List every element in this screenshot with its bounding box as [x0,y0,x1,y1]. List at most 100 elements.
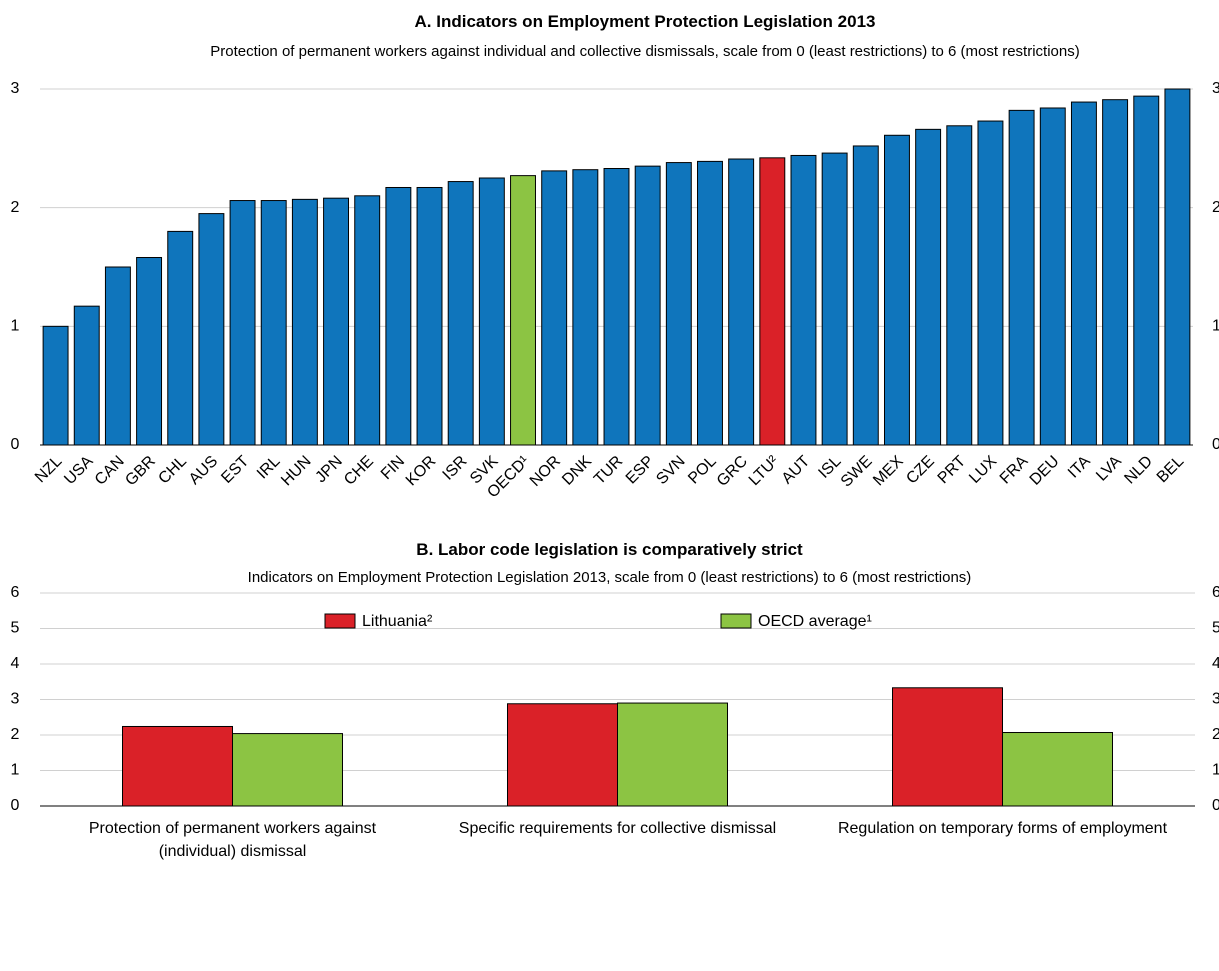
x-tick-label: SWE [838,453,876,491]
x-tick-label: CHE [341,453,377,489]
bar [354,195,381,446]
bar [260,200,287,446]
bar [946,125,973,446]
bar [977,120,1004,446]
y-tick-label: 3 [1212,691,1219,708]
legend-swatch [324,613,356,629]
bar [821,152,848,446]
legend-label: OECD average¹ [758,613,872,630]
x-tick-label: SVN [653,453,688,488]
x-tick-label: ISR [440,453,471,484]
bar [697,160,723,446]
bar [232,733,343,807]
bar [291,198,318,446]
y-tick-label: 0 [1212,797,1219,814]
bar [665,162,692,446]
y-tick-label: 6 [11,584,20,601]
y-tick-label: 1 [11,318,20,335]
y-tick-label: 2 [1212,726,1219,743]
y-tick-label: 4 [1212,655,1219,672]
bar [416,186,443,446]
y-tick-label: 0 [11,797,20,814]
x-tick-label: KOR [403,453,440,490]
y-tick-label: 5 [1212,620,1219,637]
bar [1102,99,1129,446]
bar [229,200,256,446]
x-tick-label: LTU² [746,452,783,489]
bar [122,725,233,807]
bar [1039,107,1066,446]
bar [728,158,755,446]
bar [572,169,599,446]
x-tick-label: FRA [997,453,1032,488]
y-tick-label: 3 [1212,80,1219,97]
bar [1070,101,1097,446]
y-tick-label: 1 [1212,762,1219,779]
bar [42,325,69,446]
bar [915,128,942,446]
bar [883,134,910,446]
y-tick-label: 0 [11,436,20,453]
bar [617,702,728,807]
bar [1133,95,1160,446]
bar [447,181,474,446]
legend-swatch [720,613,752,629]
bar [1002,732,1113,807]
x-tick-label: AUS [186,453,221,488]
chart-title: A. Indicators on Employment Protection L… [414,12,876,31]
y-tick-label: 2 [1212,199,1219,216]
y-tick-label: 4 [11,655,20,672]
x-tick-label: TUR [591,453,626,488]
x-tick-label: LUX [966,453,1000,487]
x-tick-label: Protection of permanent workers against … [88,820,377,860]
bar [634,165,661,446]
x-tick-label: ESP [623,453,658,488]
y-tick-label: 2 [11,726,20,743]
bar [541,170,568,446]
y-tick-label: 0 [1212,436,1219,453]
x-tick-label: PRT [935,453,970,488]
x-tick-label: DEU [1027,453,1063,489]
chart-subtitle: Protection of permanent workers against … [210,43,1080,60]
bar [603,168,630,446]
x-tick-label: ITA [1065,453,1094,482]
x-tick-label: DNK [559,453,595,489]
y-tick-label: 1 [11,762,20,779]
x-tick-label: NOR [527,453,564,490]
bar [1164,88,1191,446]
x-tick-label: MEX [870,453,907,490]
y-tick-label: 1 [1212,318,1219,335]
chart-title: B. Labor code legislation is comparative… [416,540,803,559]
y-tick-label: 3 [11,80,20,97]
x-tick-label: CAN [92,453,128,489]
x-tick-label: Specific requirements for collective dis… [458,820,777,837]
x-tick-label: POL [685,453,720,488]
x-tick-label: NLD [1121,453,1156,488]
legend-label: Lithuania² [362,613,433,630]
bar [104,266,131,446]
x-tick-label: AUT [779,453,814,488]
x-tick-label: GRC [714,453,751,490]
x-tick-label: Regulation on temporary forms of employm… [837,820,1168,837]
x-tick-label: USA [61,453,97,489]
x-tick-label: GBR [122,453,159,490]
x-tick-label: CZE [903,453,938,488]
bar [759,157,786,446]
bar [1008,109,1035,446]
x-tick-label: EST [218,453,252,487]
x-tick-label: NZL [32,453,65,486]
bar [198,213,225,446]
x-tick-label: JPN [312,453,345,486]
x-tick-label: CHL [155,453,190,488]
x-tick-label: BEL [1154,453,1187,486]
bar [478,177,505,446]
y-tick-label: 2 [11,199,20,216]
y-tick-label: 5 [11,620,20,637]
bar [790,154,817,446]
y-tick-label: 3 [11,691,20,708]
bar [385,186,412,446]
bar [73,305,100,446]
bar [507,703,618,807]
